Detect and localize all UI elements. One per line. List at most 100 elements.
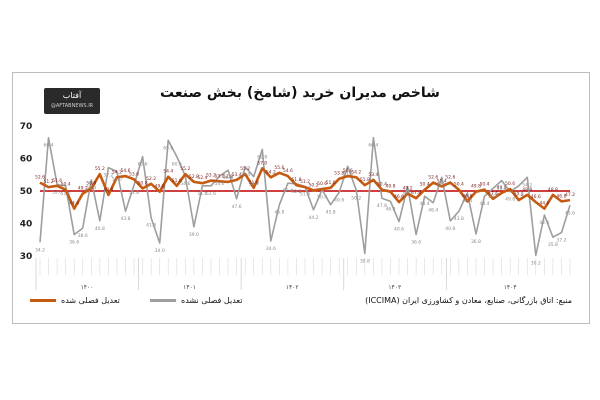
data-label-raw-59: 42.6	[539, 220, 549, 226]
data-label-raw-0: 34.2	[35, 247, 45, 253]
data-label-seasonal-55: 50.6	[505, 181, 515, 187]
data-label-raw-39: 66.4	[368, 143, 378, 149]
data-label-seasonal-0: 52.6	[35, 175, 45, 181]
data-label-raw-38: 30.8	[360, 258, 370, 264]
data-label-seasonal-6: 50.8	[86, 180, 96, 186]
data-label-seasonal-1: 51.2	[44, 179, 54, 185]
data-label-seasonal-15: 54.4	[163, 169, 173, 175]
source-note: منبع: اتاق بازرگانی، صنایع، معادن و کشاو…	[365, 296, 572, 305]
legend-raw-label: تعدیل فصلی نشده	[181, 296, 243, 305]
data-label-raw-1: 66.4	[44, 143, 54, 149]
data-label-seasonal-35: 53.8	[334, 171, 344, 177]
year-label-3: ۱۴۰۳	[388, 284, 402, 291]
data-label-seasonal-27: 54.2	[266, 169, 276, 175]
data-label-seasonal-50: 46.8	[462, 193, 472, 199]
data-label-raw-40: 47.8	[377, 203, 387, 209]
data-label-raw-45: 48.4	[420, 201, 430, 207]
data-label-raw-11: 51.8	[129, 190, 139, 196]
data-label-seasonal-60: 48.8	[548, 187, 558, 193]
data-label-raw-33: 50.4	[317, 195, 327, 201]
y-tick-label-1: 40	[20, 220, 33, 230]
data-label-seasonal-62: 47.2	[565, 192, 575, 198]
data-label-seasonal-43: 49.2	[403, 186, 413, 192]
data-label-seasonal-48: 52.6	[445, 175, 455, 181]
data-label-seasonal-34: 51.0	[326, 180, 336, 186]
data-label-raw-4: 36.6	[69, 240, 79, 246]
data-label-raw-49: 43.8	[454, 216, 464, 222]
data-label-seasonal-47: 51.4	[437, 178, 447, 184]
data-label-seasonal-4: 44.6	[69, 201, 79, 207]
y-tick-label-2: 50	[20, 187, 33, 197]
data-label-seasonal-17: 55.2	[180, 166, 190, 172]
data-label-raw-55: 49.8	[505, 197, 515, 203]
data-label-seasonal-32: 50.2	[309, 182, 319, 188]
data-label-seasonal-45: 50.4	[420, 182, 430, 188]
data-label-raw-24: 57.4	[240, 172, 250, 178]
data-label-raw-8: 57.2	[103, 173, 113, 179]
data-label-seasonal-40: 50.4	[377, 182, 387, 188]
y-tick-label-4: 70	[20, 122, 33, 132]
data-label-raw-19: 51.6	[197, 191, 207, 197]
data-label-seasonal-59: 44.6	[539, 201, 549, 207]
data-label-raw-5: 38.6	[78, 233, 88, 239]
data-label-seasonal-49: 50.4	[454, 182, 464, 188]
data-label-seasonal-53: 47.6	[488, 191, 498, 197]
data-label-raw-48: 40.8	[445, 226, 455, 232]
data-label-seasonal-42: 46.6	[394, 194, 404, 200]
logo-main: آفتاب	[62, 91, 82, 100]
data-label-raw-31: 51.4	[300, 191, 310, 197]
data-label-seasonal-51: 49.8	[471, 184, 481, 190]
data-label-seasonal-39: 53.4	[368, 172, 378, 178]
data-label-seasonal-31: 51.2	[300, 179, 310, 185]
data-label-raw-21: 54.6	[215, 181, 225, 187]
data-label-raw-47: 54.2	[437, 182, 447, 188]
data-label-raw-60: 35.8	[548, 242, 558, 248]
data-label-seasonal-30: 51.8	[291, 177, 301, 183]
data-label-raw-57: 54.2	[522, 182, 532, 188]
data-label-raw-15: 65.6	[163, 145, 173, 151]
data-label-raw-54: 53.2	[497, 186, 507, 192]
data-label-raw-35: 49.6	[334, 197, 344, 203]
data-label-raw-32: 44.2	[309, 215, 319, 221]
data-label-seasonal-29: 54.6	[283, 168, 293, 174]
data-label-raw-18: 39.0	[189, 232, 199, 238]
data-label-raw-9: 56.0	[112, 177, 122, 183]
data-label-seasonal-46: 52.6	[428, 175, 438, 181]
data-label-seasonal-13: 52.2	[146, 176, 156, 182]
data-label-seasonal-57: 48.8	[522, 187, 532, 193]
data-label-seasonal-12: 50.8	[138, 180, 148, 186]
data-label-seasonal-61: 46.8	[556, 193, 566, 199]
data-label-seasonal-36: 54.6	[343, 168, 353, 174]
logo-sub: @AFTABNEWS.IR	[50, 103, 94, 109]
data-label-raw-29: 52.4	[283, 188, 293, 194]
data-label-seasonal-18: 52.8	[189, 174, 199, 180]
data-label-seasonal-24: 55.2	[240, 166, 250, 172]
y-tick-label-0: 30	[20, 252, 33, 262]
data-label-raw-62: 45.6	[565, 210, 575, 216]
data-label-raw-28: 45.8	[274, 210, 284, 216]
data-label-raw-50: 49.4	[462, 198, 472, 204]
data-label-raw-2: 52.0	[52, 190, 62, 196]
data-label-seasonal-37: 54.2	[351, 169, 361, 175]
data-label-raw-12: 60.6	[138, 162, 148, 168]
data-label-raw-17: 54.6	[180, 181, 190, 187]
chart-title: شاخص مدیران خرید (شامخ) بخش صنعت	[160, 85, 440, 101]
data-label-raw-25: 54.4	[249, 182, 259, 188]
data-label-seasonal-9: 54.2	[112, 169, 122, 175]
data-label-raw-3: 51.6	[61, 191, 71, 197]
year-label-4: ۱۴۰۴	[504, 284, 517, 291]
data-label-seasonal-10: 54.6	[120, 168, 130, 174]
data-label-seasonal-23: 53.4	[232, 172, 242, 178]
data-label-seasonal-3: 50.4	[61, 182, 71, 188]
data-label-raw-41: 46.8	[385, 206, 395, 212]
data-label-raw-20: 51.6	[206, 191, 216, 197]
data-label-seasonal-52: 50.4	[480, 182, 490, 188]
data-label-seasonal-7: 55.2	[95, 166, 105, 172]
data-label-seasonal-44: 47.8	[411, 190, 421, 196]
data-label-seasonal-14: 49.8	[155, 184, 165, 190]
data-label-raw-13: 41.8	[146, 223, 156, 229]
data-label-raw-37: 50.2	[351, 195, 361, 201]
data-label-raw-43: 51.4	[403, 191, 413, 197]
legend-raw: تعدیل فصلی نشده	[150, 296, 243, 305]
data-label-raw-61: 37.2	[556, 238, 566, 244]
